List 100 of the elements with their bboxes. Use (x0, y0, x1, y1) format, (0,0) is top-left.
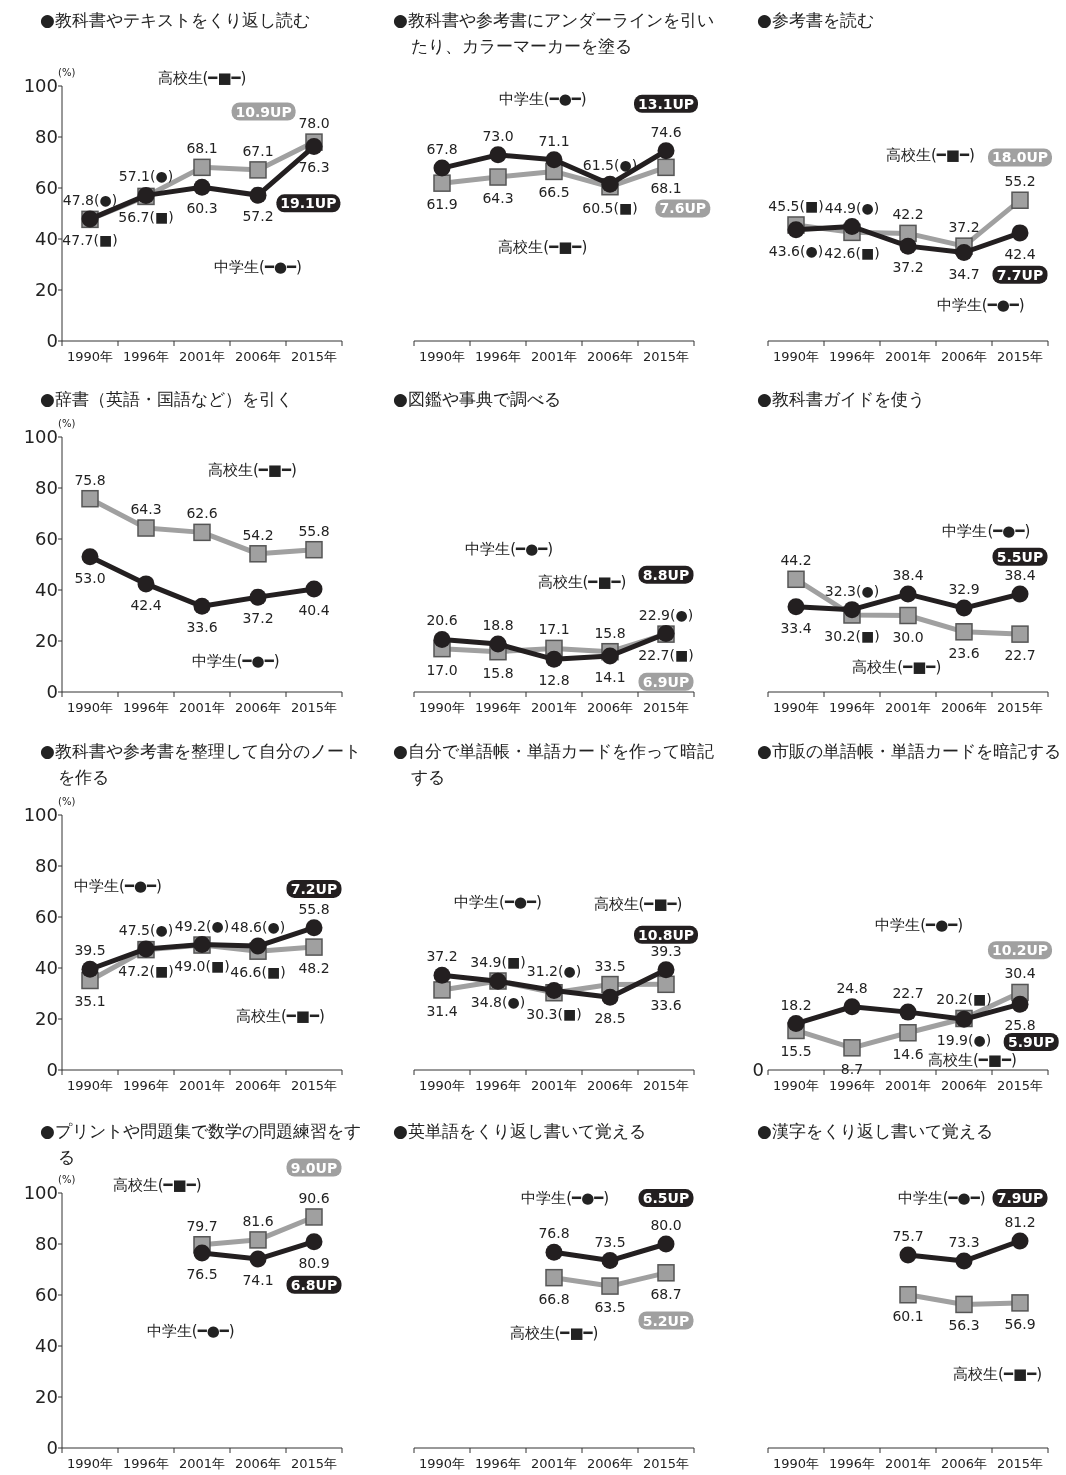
data-label: 37.2 (948, 219, 980, 236)
data-label: 60.3 (186, 200, 218, 217)
y-tick-label: 20 (35, 630, 58, 651)
data-label: 63.5 (594, 1299, 626, 1316)
data-label: 67.8 (426, 141, 458, 158)
data-label: 64.3 (482, 190, 514, 207)
point (787, 221, 805, 239)
chart-title: ●図鑑や事典で調べる (393, 389, 561, 409)
x-tick-label: 2001年 (530, 1456, 578, 1471)
point (193, 523, 211, 542)
point (433, 981, 451, 999)
point (657, 975, 675, 994)
point (305, 938, 323, 956)
y-tick-label: 80 (35, 477, 58, 498)
data-label: 76.3 (298, 159, 330, 176)
annotation: 5.5UP (996, 548, 1044, 565)
point (489, 168, 507, 186)
data-label: 40.4 (298, 601, 330, 618)
x-tick-label: 2015年 (290, 349, 338, 364)
data-label: 68.7 (650, 1285, 682, 1302)
x-tick-label: 2015年 (290, 1078, 338, 1093)
point (787, 598, 805, 616)
y-axis-title: (%) (58, 418, 76, 429)
data-label: 55.8 (298, 522, 330, 539)
point (249, 588, 267, 606)
data-label: 34.8(●) (470, 994, 526, 1011)
point (545, 151, 563, 169)
annotation: 中学生(━●━) (897, 1189, 986, 1208)
chart-title: ●参考書を読む (757, 10, 874, 30)
data-label: 54.2 (242, 526, 274, 543)
annotation: 高校生(━■━) (953, 1365, 1043, 1384)
x-tick-label: 2015年 (290, 1456, 338, 1471)
point (433, 630, 451, 648)
chart-title: ●教科書やテキストをくり返し読む (40, 10, 310, 30)
point (601, 1252, 619, 1270)
x-tick-label: 2006年 (586, 1456, 634, 1471)
data-label: 22.7 (892, 985, 924, 1002)
point (137, 519, 155, 537)
data-label: 17.0 (426, 661, 458, 678)
y-tick-label: 100 (23, 1182, 58, 1203)
x-tick-label: 1990年 (772, 1456, 820, 1471)
y-tick-label: 0 (46, 330, 58, 351)
data-label: 33.5 (594, 957, 626, 974)
data-label: 47.2(■) (118, 962, 174, 979)
point (899, 585, 917, 603)
data-label: 8.7 (840, 1060, 864, 1077)
point (81, 489, 99, 508)
point (843, 218, 861, 236)
x-tick-label: 1990年 (66, 349, 114, 364)
x-tick-label: 1996年 (828, 349, 876, 364)
annotation: 7.2UP (290, 880, 338, 897)
data-label: 76.8 (538, 1225, 570, 1242)
data-label: 43.6(●) (768, 242, 824, 259)
data-label: 37.2 (426, 948, 458, 965)
point (787, 1015, 805, 1033)
y-tick-label: 20 (35, 1386, 58, 1407)
annotation: 19.1UP (280, 195, 337, 212)
y-tick-label: 100 (23, 426, 58, 447)
chart-title: ●市販の単語帳・単語カードを暗記する (757, 741, 1061, 761)
data-label: 53.0 (74, 569, 106, 586)
point (1011, 191, 1029, 209)
y-axis-title: (%) (58, 796, 76, 807)
annotation: 7.7UP (996, 266, 1044, 283)
x-tick-label: 2001年 (530, 1078, 578, 1093)
point (81, 960, 99, 978)
data-label: 74.1 (242, 1272, 274, 1289)
annotation: 6.5UP (642, 1190, 690, 1207)
y-tick-label: 0 (46, 681, 58, 702)
data-label: 64.3 (130, 501, 162, 518)
point (249, 1250, 267, 1268)
point (193, 597, 211, 615)
x-tick-label: 2006年 (586, 1078, 634, 1093)
data-label: 33.6 (186, 619, 218, 636)
data-label: 33.4 (780, 619, 812, 636)
data-label: 22.7(■) (638, 647, 694, 664)
annotation: 中学生(━●━) (465, 540, 554, 559)
x-tick-label: 1996年 (122, 349, 170, 364)
data-label: 79.7 (186, 1217, 218, 1234)
point (1011, 224, 1029, 242)
point (1011, 1294, 1029, 1312)
annotation: 高校生(━■━) (235, 1007, 325, 1026)
point (899, 1024, 917, 1042)
x-tick-label: 2015年 (290, 700, 338, 715)
x-tick-label: 2006年 (586, 700, 634, 715)
annotation: 高校生(━■━) (498, 237, 588, 256)
data-label: 80.0 (650, 1217, 682, 1233)
y-tick-label: 40 (35, 957, 58, 978)
data-label: 15.8 (594, 624, 626, 641)
data-label: 56.9 (1004, 1315, 1036, 1332)
data-label: 57.1(●) (118, 168, 174, 185)
point (843, 998, 861, 1016)
data-label: 76.5 (186, 1265, 218, 1282)
data-label: 42.4 (130, 596, 162, 613)
x-tick-label: 1990年 (418, 1078, 466, 1093)
data-label: 81.6 (242, 1212, 274, 1229)
point (899, 1246, 917, 1264)
annotation: 高校生(━■━) (509, 1324, 599, 1343)
data-label: 67.1 (242, 142, 274, 159)
annotation: 10.2UP (991, 942, 1049, 959)
data-label: 30.4 (1004, 965, 1036, 982)
